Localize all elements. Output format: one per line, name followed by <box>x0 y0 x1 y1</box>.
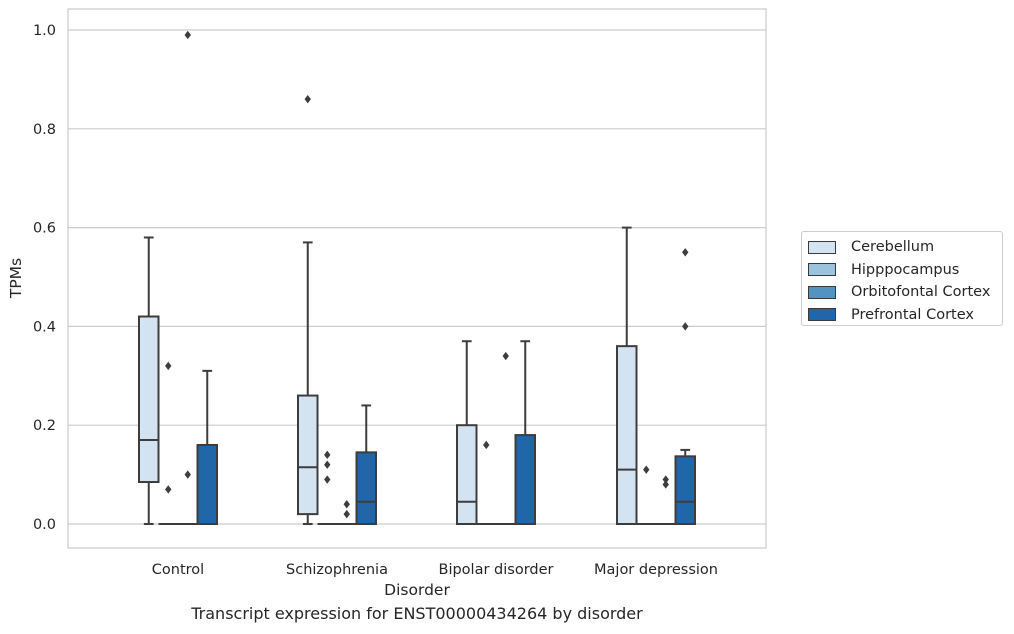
outlier-point <box>343 509 350 519</box>
legend-entry: Hipppocampus <box>808 259 1002 282</box>
outlier-point <box>502 351 509 361</box>
y-tick-label: 0.2 <box>33 418 56 434</box>
outlier-point <box>184 30 191 40</box>
box-body <box>616 345 638 525</box>
legend-swatch <box>808 285 836 299</box>
box-hipppocampus-3 <box>636 465 656 525</box>
box-hipppocampus-0 <box>158 361 178 525</box>
box-orbitofontal-cortex-1 <box>337 500 357 525</box>
x-tick-label: Bipolar disorder <box>439 562 554 578</box>
box-prefrontal-cortex-3 <box>674 248 696 525</box>
y-tick-label: 0.6 <box>33 221 56 237</box>
legend-label: Cerebellum <box>851 239 935 256</box>
box-cerebellum-3 <box>616 226 638 525</box>
box-cerebellum-1 <box>297 94 319 525</box>
boxes-layer <box>138 30 696 526</box>
box-body <box>355 451 377 525</box>
legend-entry: Cerebellum <box>808 236 1002 259</box>
outlier-point <box>324 475 331 484</box>
x-tick-labels: Control Schizophrenia Bipolar disorder Majo… <box>152 562 718 578</box>
box-prefrontal-cortex-1 <box>355 404 377 525</box>
y-tick-label: 1.0 <box>33 23 56 39</box>
outlier-point <box>165 361 172 371</box>
box-orbitofontal-cortex-0 <box>178 30 198 525</box>
x-tick-label: Control <box>152 562 204 578</box>
plot-frame <box>67 8 767 549</box>
figure-caption: Transcript expression for ENST0000043426… <box>191 604 643 623</box>
x-axis-label: Disorder <box>384 581 450 599</box>
legend-swatch <box>808 308 836 322</box>
outlier-point <box>682 322 689 331</box>
legend-entry: Prefrontal Cortex <box>808 304 1002 327</box>
outlier-point <box>165 485 172 494</box>
box-cerebellum-2 <box>456 340 478 526</box>
legend-label: Hipppocampus <box>851 261 960 278</box>
box-hipppocampus-2 <box>476 440 496 525</box>
y-tick-label: 0.0 <box>33 517 56 533</box>
legend-label: Orbitofontal Cortex <box>851 284 991 301</box>
box-body <box>456 424 478 526</box>
box-body <box>138 315 160 484</box>
legend-swatch <box>808 240 836 254</box>
legend-entry: Orbitofontal Cortex <box>808 281 1002 304</box>
box-prefrontal-cortex-2 <box>514 340 536 525</box>
box-body <box>674 455 696 525</box>
x-tick-label: Schizophrenia <box>286 562 388 578</box>
box-orbitofontal-cortex-3 <box>656 475 676 525</box>
outlier-point <box>304 94 311 104</box>
legend-swatch <box>808 263 836 277</box>
outlier-point <box>343 500 350 509</box>
x-tick-label: Major depression <box>594 562 718 578</box>
gridlines <box>68 29 766 525</box>
legend-label: Prefrontal Cortex <box>851 306 974 323</box>
outlier-point <box>662 480 669 489</box>
box-body <box>514 434 536 525</box>
legend: Cerebellum Hipppocampus Orbitofontal Corte… <box>801 231 1003 326</box>
outlier-point <box>483 440 490 450</box>
outlier-point <box>662 475 669 484</box>
outlier-point <box>324 460 331 469</box>
y-tick-label: 0.4 <box>33 319 56 335</box>
y-axis-label: TPMs <box>7 258 25 299</box>
box-hipppocampus-1 <box>317 450 337 525</box>
box-cerebellum-0 <box>138 236 160 525</box>
y-tick-labels: 0.0 0.2 0.4 0.6 0.8 1.0 <box>33 23 56 533</box>
box-prefrontal-cortex-0 <box>196 369 218 525</box>
outlier-point <box>324 450 331 460</box>
outlier-point <box>643 465 650 474</box>
box-orbitofontal-cortex-2 <box>496 351 516 525</box>
y-tick-label: 0.8 <box>33 122 56 138</box>
box-body <box>196 443 218 525</box>
outlier-point <box>682 248 689 257</box>
box-body <box>297 394 319 516</box>
outlier-point <box>184 470 191 479</box>
